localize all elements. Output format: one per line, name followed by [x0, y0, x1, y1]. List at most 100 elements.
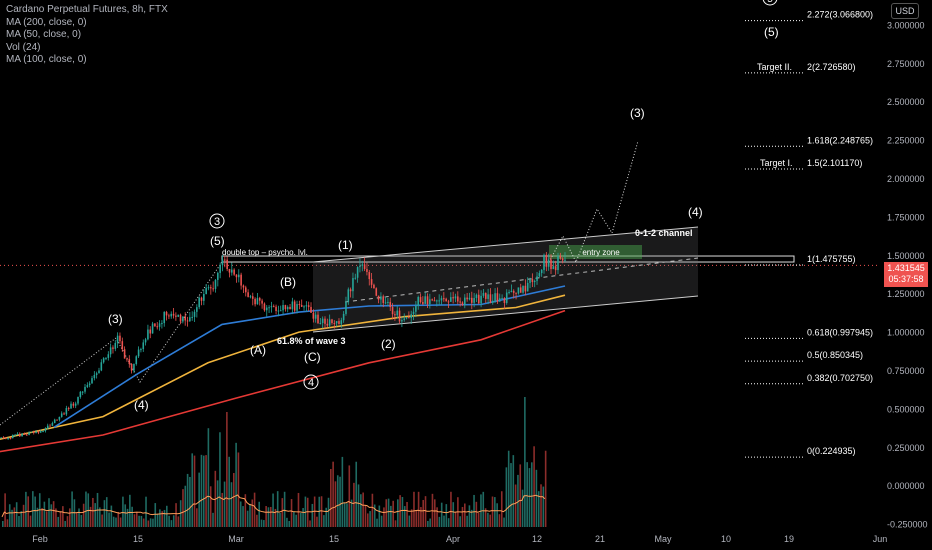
y-tick-label: 0.250000	[887, 443, 925, 453]
volume-bar	[353, 482, 355, 527]
target-1-label: Target I.	[760, 158, 793, 168]
volume-bar	[244, 494, 247, 527]
candle-body	[384, 302, 387, 304]
volume-bar	[494, 497, 496, 527]
candle-body	[88, 383, 91, 386]
candle-body	[559, 255, 562, 259]
volume-bar	[75, 512, 78, 527]
candle-body	[438, 300, 440, 302]
wave-count-path	[0, 261, 230, 426]
candle-body	[340, 320, 343, 325]
candle-body	[477, 294, 480, 304]
candle-body	[130, 363, 133, 371]
candle-body	[345, 301, 347, 314]
volume-bar	[422, 499, 425, 527]
candle-body	[193, 311, 196, 317]
volume-bar	[4, 493, 6, 527]
candle-body	[242, 285, 245, 288]
volume-bar	[373, 504, 376, 527]
volume-bar	[274, 508, 277, 527]
volume-bar	[52, 501, 55, 527]
candle-body	[491, 300, 494, 303]
candle-body	[272, 306, 275, 308]
volume-bar	[110, 505, 113, 527]
volume-bar	[25, 491, 27, 527]
candle-body	[328, 319, 331, 326]
candle-body	[70, 403, 72, 409]
fib-level-label: 0.5(0.850345)	[807, 350, 863, 360]
candle-body	[114, 342, 117, 349]
candle-body	[251, 296, 254, 299]
volume-bar	[293, 511, 295, 527]
candle-body	[377, 295, 380, 300]
candle-body	[49, 425, 51, 427]
candle-body	[482, 293, 485, 296]
x-tick-label: 15	[133, 534, 143, 544]
currency-badge[interactable]: USD	[891, 3, 919, 19]
candle-body	[529, 279, 531, 283]
volume-bar	[242, 506, 244, 527]
candle-body	[79, 391, 82, 398]
candle-body	[489, 294, 492, 303]
x-tick-label: Apr	[446, 534, 460, 544]
volume-bar	[92, 497, 94, 527]
legend-ma100[interactable]: MA (100, close, 0)	[6, 54, 87, 65]
x-tick-label: May	[654, 534, 672, 544]
volume-bar	[43, 501, 46, 527]
moving-averages	[0, 285, 566, 453]
candle-body	[214, 279, 217, 289]
volume-bar	[281, 498, 284, 527]
candle-body	[452, 297, 454, 299]
volume-bar	[34, 496, 36, 527]
candle-body	[0, 437, 2, 439]
fib-level-label: 1(1.475755)	[807, 254, 856, 264]
candle-body	[28, 432, 30, 436]
volume-bar	[519, 464, 522, 527]
candle-body	[261, 300, 263, 304]
volume-bar	[355, 461, 358, 527]
legend-volume[interactable]: Vol (24)	[6, 41, 41, 53]
volume-bar	[336, 475, 339, 527]
candle-body	[522, 285, 524, 293]
candle-body	[403, 318, 406, 321]
price-axis[interactable]: 3.000000 2.750000 2.500000 2.250000 2.000000…	[0, 20, 928, 544]
volume-bar	[364, 505, 367, 527]
candle-body	[291, 301, 294, 310]
volume-bar	[108, 512, 110, 527]
legend-ma200[interactable]: MA (200, close, 0)	[6, 16, 87, 28]
candle-body	[72, 403, 75, 406]
volume-bar	[200, 454, 203, 527]
candle-body	[205, 287, 207, 295]
candle-body	[296, 304, 298, 311]
candle-body	[210, 287, 212, 289]
candle-body	[207, 287, 210, 289]
volume-bar	[147, 520, 150, 527]
candle-body	[389, 301, 392, 308]
candle-body	[298, 304, 301, 306]
candle-body	[270, 306, 273, 308]
candle-body	[415, 305, 417, 312]
volume-bar	[233, 473, 235, 527]
volume-bar	[246, 510, 249, 527]
candle-body	[382, 296, 385, 303]
candle-body	[494, 293, 496, 301]
y-tick-label: 2.250000	[887, 136, 925, 146]
volume-bar	[512, 455, 515, 527]
candle-body	[547, 259, 550, 267]
candle-body	[200, 297, 203, 301]
candle-body	[545, 254, 548, 267]
volume-bar	[461, 506, 464, 527]
volume-bar	[15, 502, 18, 527]
candle-body	[275, 306, 277, 311]
candle-body	[126, 358, 128, 360]
candle-body	[282, 305, 284, 311]
candle-body	[543, 254, 545, 270]
candle-body	[247, 292, 249, 297]
candle-body	[305, 305, 308, 307]
volume-bar	[272, 493, 274, 527]
volume-bar	[142, 518, 145, 527]
legend-symbol[interactable]: Cardano Perpetual Futures, 8h, FTX	[6, 4, 168, 15]
legend-ma50[interactable]: MA (50, close, 0)	[6, 29, 82, 40]
fib-level-label: 0.382(0.702750)	[807, 373, 873, 383]
